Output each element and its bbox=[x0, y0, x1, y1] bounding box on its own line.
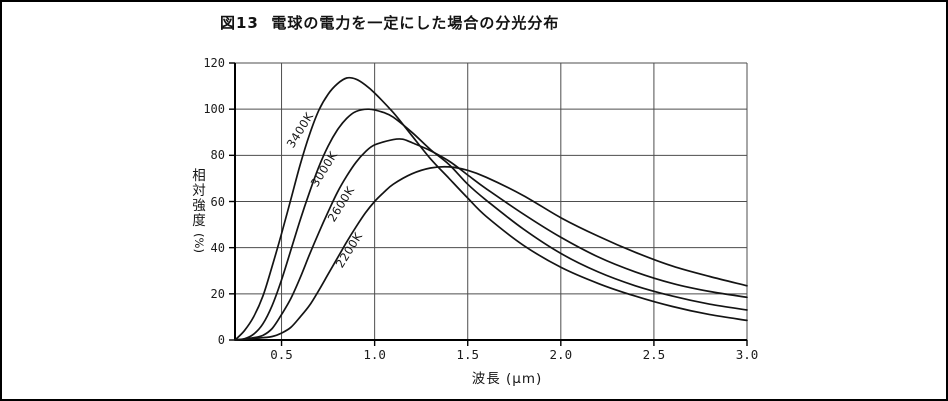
x-tick-label-1.5: 1.5 bbox=[456, 347, 480, 362]
x-tick-label-2.5: 2.5 bbox=[642, 347, 666, 362]
y-tick-label-120: 120 bbox=[203, 56, 225, 70]
y-tick-label-80: 80 bbox=[210, 148, 225, 163]
x-axis-title: 波長 (μm) bbox=[471, 371, 543, 387]
y-tick-label-100: 100 bbox=[203, 102, 225, 117]
figure-title: 図13 電球の電力を一定にした場合の分光分布 bbox=[220, 14, 560, 32]
curve-3400K bbox=[234, 76, 748, 341]
y-axis-title-char: 相 bbox=[192, 168, 206, 184]
curve-2200K bbox=[234, 165, 748, 341]
y-axis-title-char: 対 bbox=[192, 183, 206, 199]
y-tick-label-60: 60 bbox=[210, 194, 225, 209]
curve-3000K bbox=[234, 108, 748, 341]
y-tick-label-40: 40 bbox=[210, 240, 225, 255]
y-axis-title: 相対強度 (%) bbox=[190, 168, 208, 253]
x-tick-label-0.5: 0.5 bbox=[270, 347, 293, 362]
x-tick-label-1.0: 1.0 bbox=[363, 347, 386, 362]
y-tick-label-0: 0 bbox=[217, 333, 225, 347]
y-axis-title-char: 強 bbox=[192, 198, 206, 214]
curve-2600K bbox=[234, 138, 748, 341]
x-tick-label-3.0: 3.0 bbox=[735, 347, 759, 362]
y-tick-label-20: 20 bbox=[210, 286, 225, 301]
x-tick-label-2.0: 2.0 bbox=[549, 347, 573, 362]
y-axis-title-char: 度 bbox=[192, 213, 206, 229]
